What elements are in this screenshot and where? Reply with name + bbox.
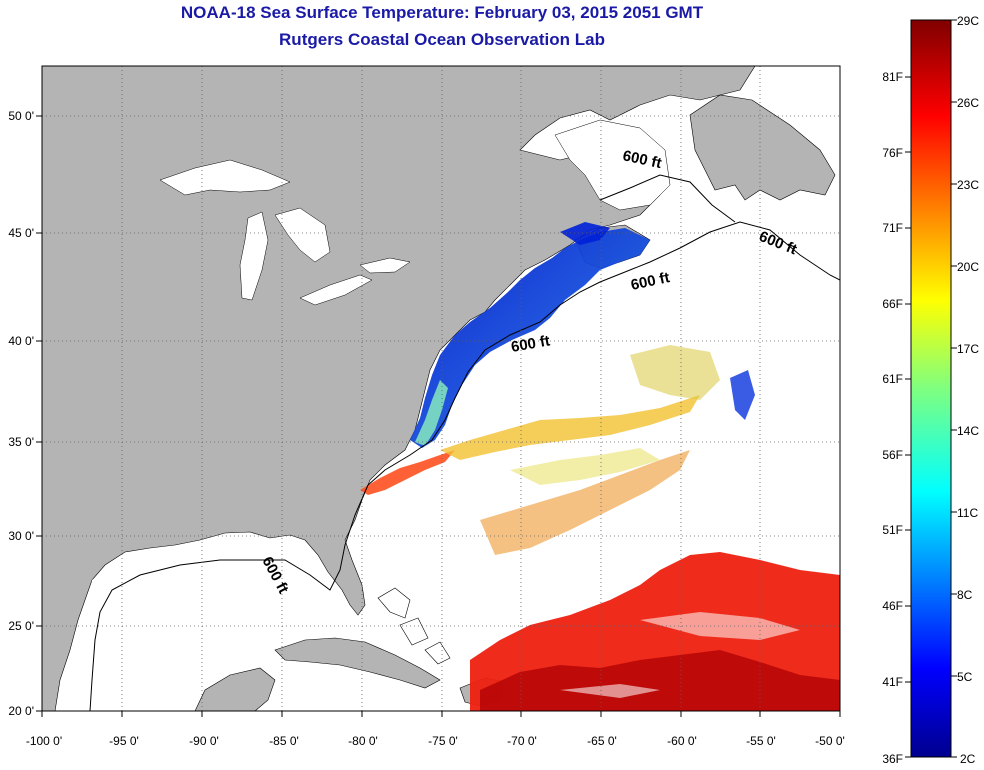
lon-label: -85 0' xyxy=(269,734,299,748)
colorbar-label-c: 8C xyxy=(957,588,973,602)
lon-label: -80 0' xyxy=(348,734,378,748)
colorbar-label-f: 46F xyxy=(882,599,903,613)
axis-ticks xyxy=(36,115,841,717)
lat-label: 35 0' xyxy=(8,435,34,449)
isobath-600ft-stlawrence xyxy=(599,174,736,223)
colorbar-label-c: 29C xyxy=(957,14,979,28)
latitude-labels: 50 0' 45 0' 40 0' 35 0' 30 0' 25 0' 20 0… xyxy=(8,109,34,718)
lake-michigan xyxy=(239,211,269,301)
graticule xyxy=(42,66,840,711)
colorbar-label-f: 56F xyxy=(882,448,903,462)
lon-label: -90 0' xyxy=(189,734,219,748)
lon-label: -95 0' xyxy=(109,734,139,748)
colorbar-celsius-labels: 29C 26C 23C 20C 17C 14C 11C 8C 5C 2C xyxy=(957,14,979,766)
colorbar-label-c: 5C xyxy=(957,670,973,684)
longitude-labels: -100 0' -95 0' -90 0' -85 0' -80 0' -75 … xyxy=(26,734,845,748)
gulf-stream-warm xyxy=(360,450,455,495)
colorbar-label-c: 14C xyxy=(957,424,979,438)
isobath-600ft-atlantic xyxy=(367,221,840,486)
map-area xyxy=(42,66,840,711)
shelf-cold-water-north xyxy=(560,222,610,245)
tropical-cloud-gaps xyxy=(560,612,800,698)
colorbar-label-f: 76F xyxy=(882,146,903,160)
lon-label: -60 0' xyxy=(667,734,697,748)
shelf-cyan-transition xyxy=(415,380,448,446)
lat-label: 45 0' xyxy=(8,226,34,240)
gulf-of-mexico-shelf xyxy=(90,540,330,660)
colorbar-label-f: 66F xyxy=(882,297,903,311)
isobath-600ft-florida xyxy=(89,484,369,711)
yucatan-land xyxy=(194,667,276,711)
gulf-stream-yellow xyxy=(440,395,700,460)
bahamas-outline xyxy=(377,587,451,665)
lon-label: -75 0' xyxy=(428,734,458,748)
colorbar-label-f: 41F xyxy=(882,675,903,689)
colorbar-label-f: 81F xyxy=(882,70,903,84)
lat-label: 50 0' xyxy=(8,109,34,123)
colorbar-label-f: 36F xyxy=(882,752,903,766)
colorbar-label-c: 26C xyxy=(957,96,979,110)
isobath-label: 600 ft xyxy=(510,332,552,356)
lat-label: 25 0' xyxy=(8,619,34,633)
colorbar-label-c: 23C xyxy=(957,178,979,192)
northeast-patches xyxy=(630,345,720,400)
lat-label: 30 0' xyxy=(8,529,34,543)
lake-huron xyxy=(274,207,331,263)
lat-label: 40 0' xyxy=(8,334,34,348)
colorbar-fahrenheit-labels: 81F 76F 71F 66F 61F 56F 51F 46F 41F 36F xyxy=(882,70,903,766)
map-frame xyxy=(41,65,841,712)
map-subtitle: Rutgers Coastal Ocean Observation Lab xyxy=(279,30,605,49)
lon-label: -100 0' xyxy=(26,734,62,748)
lake-ontario xyxy=(359,257,411,274)
lon-label: -55 0' xyxy=(746,734,776,748)
gulf-st-lawrence xyxy=(554,119,671,211)
newfoundland-land xyxy=(689,94,836,201)
colorbar-label-f: 61F xyxy=(882,372,903,386)
colorbar-label-c: 17C xyxy=(957,342,979,356)
lon-label: -70 0' xyxy=(507,734,537,748)
mid-atlantic-orange xyxy=(480,450,690,555)
colorbar-label-c: 2C xyxy=(960,752,976,766)
colorbar-label-c: 20C xyxy=(957,260,979,274)
colorbar-ticks xyxy=(905,19,957,758)
lake-erie xyxy=(299,274,373,306)
mid-atlantic-yellow xyxy=(510,448,660,485)
lat-label: 20 0' xyxy=(8,704,34,718)
colorbar-label-f: 71F xyxy=(882,221,903,235)
lon-label: -50 0' xyxy=(815,734,845,748)
lake-superior xyxy=(159,159,291,196)
map-title: NOAA-18 Sea Surface Temperature: Februar… xyxy=(180,3,704,22)
cuba-land xyxy=(274,637,441,689)
northeast-blue-patch xyxy=(730,370,755,420)
colorbar-label-f: 51F xyxy=(882,523,903,537)
colorbar xyxy=(910,19,952,758)
colorbar-label-c: 11C xyxy=(957,506,978,520)
tropical-hot-water xyxy=(480,650,840,711)
lon-label: -65 0' xyxy=(587,734,617,748)
